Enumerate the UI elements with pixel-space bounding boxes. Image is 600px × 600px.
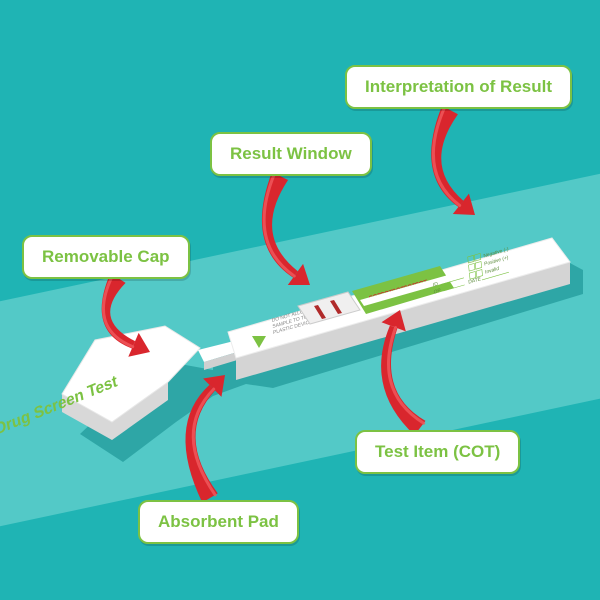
arrow-removable-cap (102, 273, 150, 357)
label-removable-cap: Removable Cap (22, 235, 190, 279)
label-interpretation: Interpretation of Result (345, 65, 572, 109)
arrow-result-window (262, 172, 310, 285)
label-result-window: Result Window (210, 132, 372, 176)
label-test-item: Test Item (COT) (355, 430, 520, 474)
label-absorbent-pad: Absorbent Pad (138, 500, 299, 544)
arrow-absorbent-pad (185, 375, 225, 503)
arrow-test-item (381, 310, 425, 435)
arrow-interpretation (431, 106, 475, 215)
